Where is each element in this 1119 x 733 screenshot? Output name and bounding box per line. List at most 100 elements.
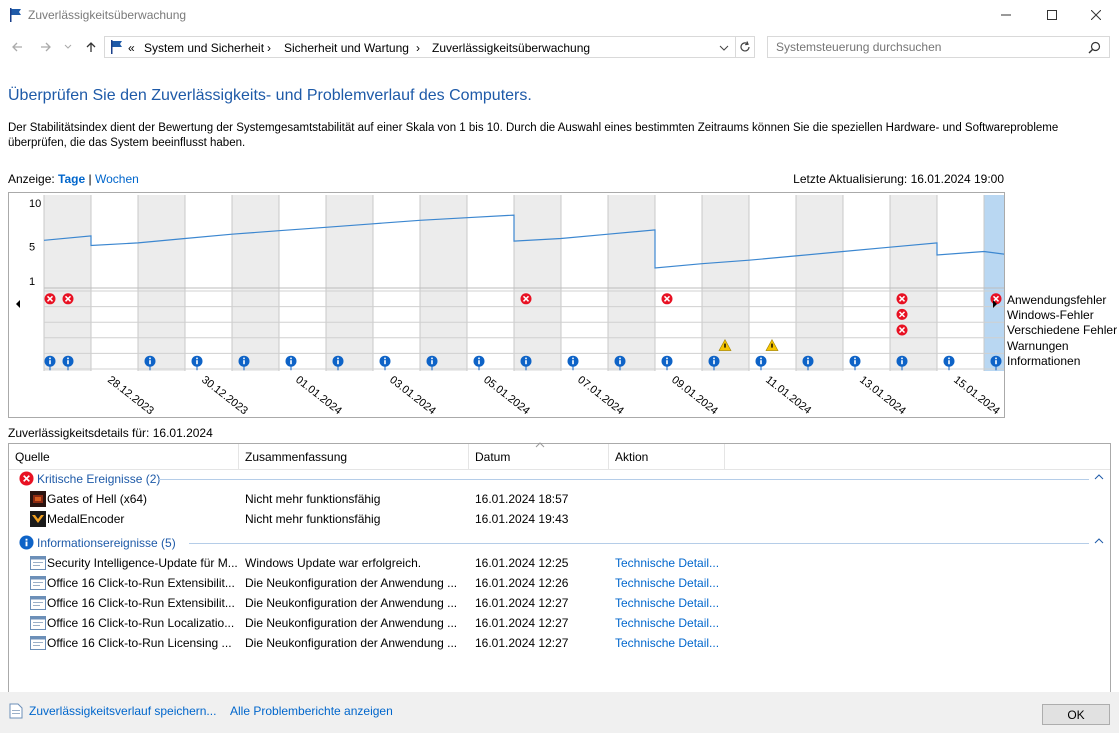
info-mark xyxy=(572,357,574,360)
day-column[interactable] xyxy=(44,195,91,371)
minimize-button[interactable] xyxy=(983,0,1029,30)
ok-button[interactable]: OK xyxy=(1042,704,1110,725)
info-mark xyxy=(149,360,151,365)
info-mark xyxy=(431,357,433,360)
row-source: Office 16 Click-to-Run Extensibilit... xyxy=(47,596,235,610)
row-date: 16.01.2024 12:27 xyxy=(475,636,569,650)
view-label: Anzeige: xyxy=(8,172,55,186)
column-header-summary[interactable]: Zusammenfassung xyxy=(239,444,469,470)
column-header-date[interactable]: Datum xyxy=(469,444,609,470)
day-column[interactable] xyxy=(373,195,420,371)
arrow-up-icon xyxy=(86,42,96,52)
view-days-link[interactable]: Tage xyxy=(58,172,86,186)
technical-details-link[interactable]: Technische Detail... xyxy=(615,596,720,610)
column-header-source[interactable]: Quelle xyxy=(9,444,239,470)
row-date: 16.01.2024 12:26 xyxy=(475,576,569,590)
back-button[interactable] xyxy=(8,38,26,56)
breadcrumb-overflow[interactable]: « xyxy=(128,41,135,55)
window-title: Zuverlässigkeitsüberwachung xyxy=(28,8,187,22)
refresh-icon[interactable] xyxy=(739,41,751,53)
info-mark xyxy=(290,357,292,360)
address-bar[interactable]: « System und Sicherheit › Sicherheit und… xyxy=(104,36,755,58)
row-source: Office 16 Click-to-Run Extensibilit... xyxy=(47,576,235,590)
day-column[interactable] xyxy=(796,195,843,371)
info-mark xyxy=(854,357,856,360)
day-column[interactable] xyxy=(232,195,279,371)
day-column[interactable] xyxy=(890,195,937,371)
day-column[interactable] xyxy=(467,195,514,371)
technical-details-link[interactable]: Technische Detail... xyxy=(615,556,720,570)
day-column[interactable] xyxy=(655,195,702,371)
table-row[interactable]: Office 16 Click-to-Run Localizatio... Di… xyxy=(9,613,1110,633)
view-all-reports-link[interactable]: Alle Problemberichte anzeigen xyxy=(230,704,393,718)
error-x-mark xyxy=(64,295,72,302)
close-button[interactable] xyxy=(1073,0,1119,30)
info-mark xyxy=(478,357,480,360)
save-history-link[interactable]: Zuverlässigkeitsverlauf speichern... xyxy=(29,704,217,718)
forward-button[interactable] xyxy=(37,38,55,56)
scroll-left-icon[interactable] xyxy=(16,300,20,308)
row-source: Security Intelligence-Update für M... xyxy=(47,556,238,570)
row-source: Office 16 Click-to-Run Localizatio... xyxy=(47,616,235,630)
table-row[interactable]: Office 16 Click-to-Run Licensing ... Die… xyxy=(9,633,1110,653)
table-row[interactable]: Security Intelligence-Update für M... Wi… xyxy=(9,553,1110,573)
info-mark xyxy=(948,360,950,365)
day-column[interactable] xyxy=(185,195,232,371)
group-divider xyxy=(189,543,1089,544)
day-column[interactable] xyxy=(984,195,1031,371)
breadcrumb-security-maintenance[interactable]: Sicherheit und Wartung xyxy=(284,41,409,55)
row-source: MedalEncoder xyxy=(47,512,125,526)
info-mark xyxy=(384,357,386,360)
day-column[interactable] xyxy=(937,195,984,371)
maximize-button[interactable] xyxy=(1029,0,1075,30)
column-header-action[interactable]: Aktion xyxy=(609,444,725,470)
collapse-chevron-icon[interactable] xyxy=(1094,538,1104,544)
title-bar: Zuverlässigkeitsüberwachung xyxy=(0,0,1119,30)
search-icon[interactable] xyxy=(1088,41,1101,54)
day-column[interactable] xyxy=(138,195,185,371)
technical-details-link[interactable]: Technische Detail... xyxy=(615,616,720,630)
scroll-right-icon[interactable] xyxy=(993,300,997,308)
collapse-chevron-icon[interactable] xyxy=(1094,474,1104,480)
breadcrumb-system-security[interactable]: System und Sicherheit xyxy=(144,41,265,55)
view-weeks-link[interactable]: Wochen xyxy=(94,172,139,186)
breadcrumb-reliability-monitor[interactable]: Zuverlässigkeitsüberwachung xyxy=(432,41,591,55)
info-mark xyxy=(196,357,198,360)
day-column[interactable] xyxy=(843,195,890,371)
row-summary: Nicht mehr funktionsfähig xyxy=(245,492,381,506)
day-column[interactable] xyxy=(91,195,138,371)
group-critical-title: Kritische Ereignisse (2) xyxy=(37,472,161,486)
recent-pages-button[interactable] xyxy=(62,38,74,56)
day-column[interactable] xyxy=(561,195,608,371)
medal-icon xyxy=(30,511,46,527)
group-critical-events[interactable]: Kritische Ereignisse (2) xyxy=(19,470,1109,488)
day-column[interactable] xyxy=(420,195,467,371)
group-information-events[interactable]: Informationsereignisse (5) xyxy=(19,534,1109,552)
update-icon xyxy=(30,636,46,650)
reliability-chart-svg[interactable]: 10 5 1 28.12.2023 30.12.2023 01.01.2024 03.01.… xyxy=(9,193,1032,417)
day-column[interactable] xyxy=(326,195,373,371)
table-row[interactable]: Office 16 Click-to-Run Extensibilit... D… xyxy=(9,573,1110,593)
table-row[interactable]: MedalEncoder Nicht mehr funktionsfähig 1… xyxy=(9,509,1110,529)
technical-details-link[interactable]: Technische Detail... xyxy=(615,636,720,650)
error-x-mark xyxy=(46,295,54,302)
up-button[interactable] xyxy=(82,38,100,56)
table-row[interactable]: Gates of Hell (x64) Nicht mehr funktions… xyxy=(9,489,1110,509)
table-row[interactable]: Office 16 Click-to-Run Extensibilit... D… xyxy=(9,593,1110,613)
search-input[interactable] xyxy=(768,37,1078,57)
stability-index-line xyxy=(43,214,1032,269)
y-tick-label: 1 xyxy=(29,276,35,288)
technical-details-link[interactable]: Technische Detail... xyxy=(615,576,720,590)
close-icon xyxy=(1091,10,1101,20)
info-mark xyxy=(572,360,574,365)
row-date: 16.01.2024 12:27 xyxy=(475,596,569,610)
day-column[interactable] xyxy=(514,195,561,371)
search-box[interactable] xyxy=(767,36,1110,58)
day-column[interactable] xyxy=(279,195,326,371)
sort-ascending-icon xyxy=(535,442,545,448)
day-column[interactable] xyxy=(608,195,655,371)
reliability-chart[interactable]: 10 5 1 28.12.2023 30.12.2023 01.01.2024 03.01.… xyxy=(8,192,1032,418)
info-mark xyxy=(49,357,51,360)
info-mark xyxy=(948,357,950,360)
chevron-down-icon[interactable] xyxy=(719,44,729,52)
